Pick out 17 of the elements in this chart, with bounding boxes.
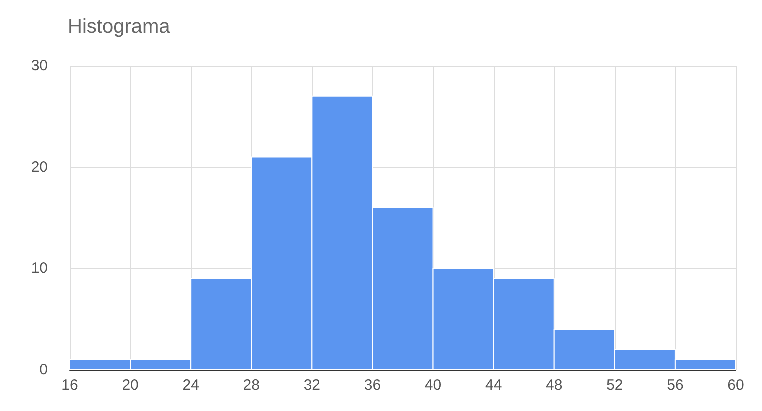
x-tick-label: 24: [182, 377, 200, 394]
x-tick-label: 28: [243, 377, 260, 394]
x-tick-label: 16: [62, 377, 78, 394]
y-tick-label: 30: [31, 58, 48, 74]
x-tick-label: 52: [606, 377, 624, 394]
x-tick-label: 36: [364, 377, 382, 394]
x-tick-label: 20: [122, 377, 139, 394]
y-tick-label: 10: [31, 260, 48, 278]
y-tick-label: 0: [40, 362, 48, 378]
x-tick-label: 60: [728, 377, 744, 394]
x-tick-label: 56: [667, 377, 684, 394]
x-tick-label: 32: [304, 377, 321, 394]
x-tick-label: 44: [485, 377, 502, 394]
y-tick-label: 20: [31, 158, 48, 176]
chart-title: Histograma: [68, 16, 172, 38]
x-tick-label: 48: [546, 377, 563, 394]
x-tick-label: 40: [424, 377, 442, 394]
